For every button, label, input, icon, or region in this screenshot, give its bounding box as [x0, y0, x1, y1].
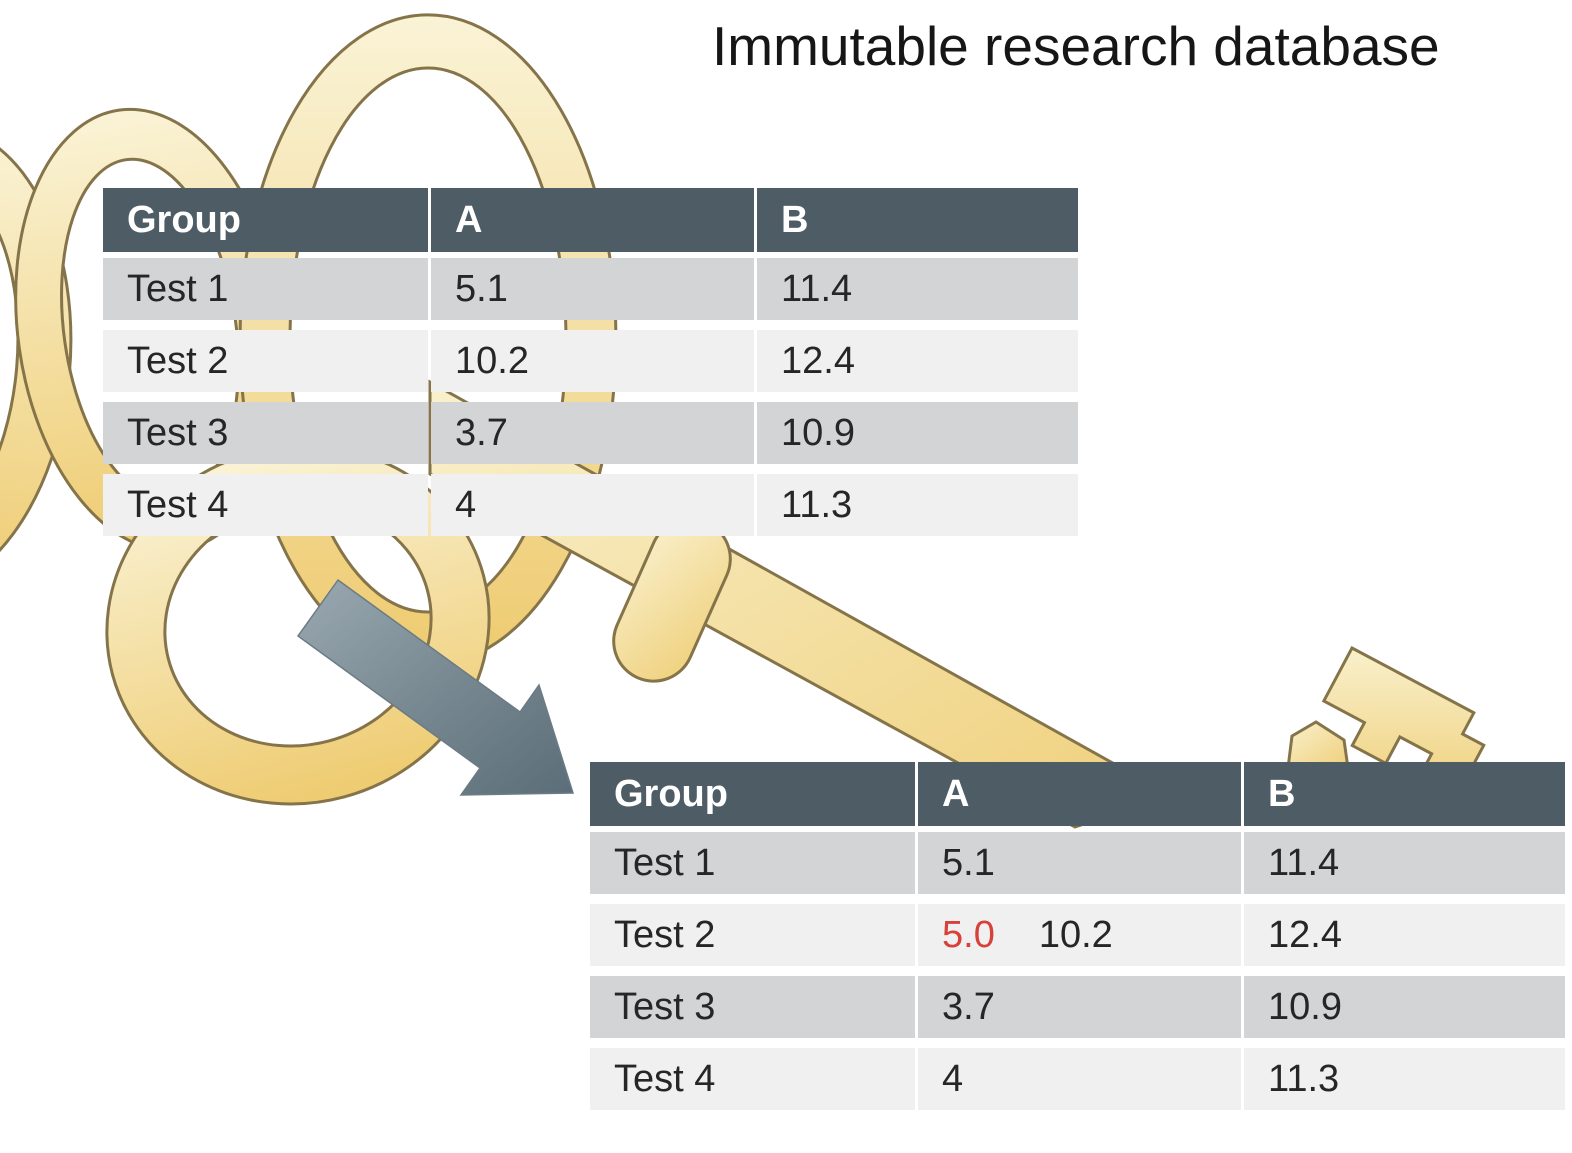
- column-header-group: Group: [103, 188, 428, 252]
- table-original: Group A B Test 1 5.1 11.4 Test 2 10.2 12…: [103, 188, 1078, 536]
- table-row: Test 4 4 11.3: [103, 474, 1078, 536]
- column-header-b: B: [1244, 762, 1565, 826]
- change-arrow: [296, 578, 575, 796]
- table-row: Test 4 4 11.3: [590, 1048, 1565, 1110]
- cell-group: Test 1: [103, 258, 428, 320]
- cell-a: 5.1: [431, 258, 754, 320]
- edited-value: 5.0: [942, 913, 995, 956]
- cell-b: 11.3: [757, 474, 1078, 536]
- cell-group: Test 2: [590, 904, 915, 966]
- cell-b: 11.4: [757, 258, 1078, 320]
- table-row: Test 3 3.7 10.9: [590, 976, 1565, 1038]
- cell-group: Test 4: [590, 1048, 915, 1110]
- table-row: Test 2 10.2 12.4: [103, 330, 1078, 392]
- column-header-b: B: [757, 188, 1078, 252]
- original-value: 10.2: [1038, 913, 1113, 956]
- cell-a: 10.2: [431, 330, 754, 392]
- table-modified-header: Group A B: [590, 762, 1565, 826]
- cell-group: Test 3: [103, 402, 428, 464]
- cell-b: 12.4: [1244, 904, 1565, 966]
- cell-group: Test 1: [590, 832, 915, 894]
- column-header-a: A: [918, 762, 1241, 826]
- cell-b: 11.4: [1244, 832, 1565, 894]
- table-row: Test 3 3.7 10.9: [103, 402, 1078, 464]
- cell-b: 12.4: [757, 330, 1078, 392]
- cell-group: Test 2: [103, 330, 428, 392]
- cell-b: 11.3: [1244, 1048, 1565, 1110]
- table-original-header: Group A B: [103, 188, 1078, 252]
- cell-a-edited: 5.0 10.2: [918, 904, 1241, 966]
- table-row: Test 1 5.1 11.4: [590, 832, 1565, 894]
- table-row: Test 2 5.0 10.2 12.4: [590, 904, 1565, 966]
- column-header-a: A: [431, 188, 754, 252]
- table-modified: Group A B Test 1 5.1 11.4 Test 2 5.0 10.…: [590, 762, 1565, 1110]
- cell-a: 3.7: [918, 976, 1241, 1038]
- cell-a: 5.1: [918, 832, 1241, 894]
- page-title: Immutable research database: [712, 15, 1440, 77]
- cell-a: 4: [431, 474, 754, 536]
- table-row: Test 1 5.1 11.4: [103, 258, 1078, 320]
- cell-a: 4: [918, 1048, 1241, 1110]
- cell-b: 10.9: [757, 402, 1078, 464]
- cell-a: 3.7: [431, 402, 754, 464]
- cell-group: Test 3: [590, 976, 915, 1038]
- column-header-group: Group: [590, 762, 915, 826]
- cell-group: Test 4: [103, 474, 428, 536]
- cell-b: 10.9: [1244, 976, 1565, 1038]
- key-bit: [1321, 645, 1486, 803]
